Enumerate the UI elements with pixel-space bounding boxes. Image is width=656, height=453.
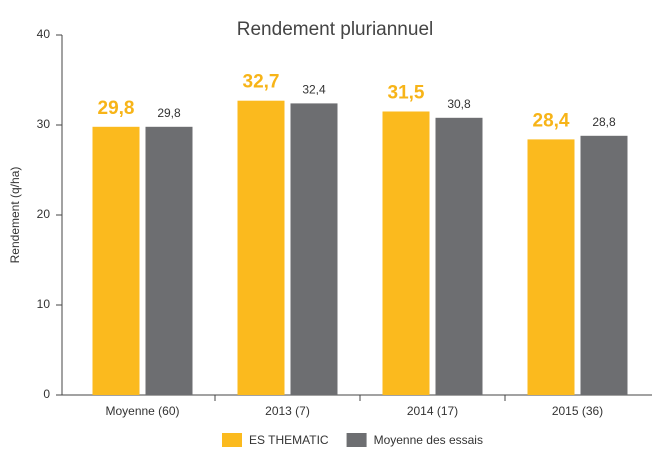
value-label: 29,8 bbox=[157, 106, 181, 120]
legend-label: ES THEMATIC bbox=[249, 433, 329, 447]
legend-swatch bbox=[222, 433, 242, 447]
x-tick-label: 2014 (17) bbox=[407, 404, 458, 418]
bar bbox=[435, 117, 483, 396]
y-tick-label: 0 bbox=[43, 387, 50, 401]
y-tick-label: 20 bbox=[37, 207, 51, 221]
bar bbox=[580, 135, 628, 396]
chart-title: Rendement pluriannuel bbox=[237, 19, 433, 40]
bar bbox=[92, 126, 140, 396]
bar bbox=[145, 126, 193, 396]
value-label: 28,4 bbox=[533, 110, 570, 131]
value-label: 31,5 bbox=[388, 83, 425, 104]
bar bbox=[237, 100, 285, 395]
y-tick-label: 30 bbox=[37, 117, 51, 131]
x-tick-label: 2015 (36) bbox=[552, 404, 603, 418]
x-tick-label: 2013 (7) bbox=[265, 404, 310, 418]
y-tick-label: 10 bbox=[37, 297, 51, 311]
value-label: 32,7 bbox=[243, 72, 280, 93]
y-axis-label: Rendement (q/ha) bbox=[8, 167, 22, 264]
bar bbox=[382, 111, 430, 395]
legend-label: Moyenne des essais bbox=[374, 433, 483, 447]
bar bbox=[290, 103, 338, 396]
x-tick-label: Moyenne (60) bbox=[105, 404, 179, 418]
legend-swatch bbox=[346, 433, 367, 447]
value-label: 30,8 bbox=[447, 97, 471, 111]
value-label: 29,8 bbox=[98, 98, 135, 119]
value-label: 28,8 bbox=[592, 115, 616, 129]
y-tick-label: 40 bbox=[37, 27, 51, 41]
bar bbox=[527, 139, 575, 395]
value-label: 32,4 bbox=[302, 83, 326, 97]
